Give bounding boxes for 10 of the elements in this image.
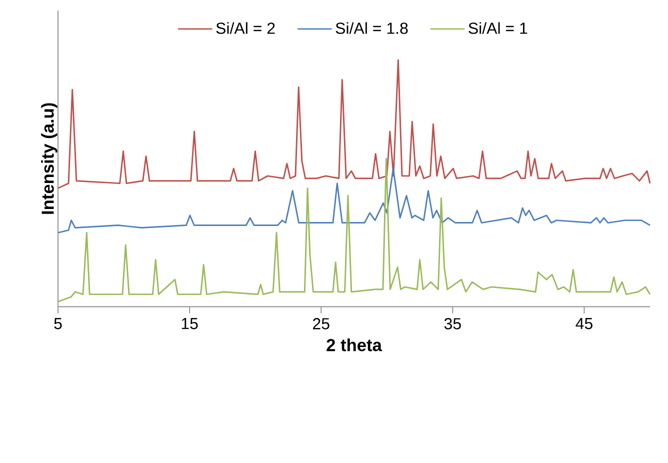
x-tick-label: 15 — [182, 318, 198, 330]
x-tick-label: 45 — [576, 318, 592, 330]
x-axis-title: 2 theta — [326, 338, 382, 352]
x-tick-label: 25 — [313, 318, 330, 330]
legend-label: Si/Al = 1 — [468, 22, 528, 34]
y-axis-title: Intensity (a.u) — [41, 103, 58, 214]
x-tick-label: 5 — [54, 318, 62, 330]
legend-label: Si/Al = 2 — [216, 22, 275, 34]
x-tick-label: 35 — [444, 318, 461, 330]
legend-label: Si/Al = 1.8 — [336, 22, 408, 34]
